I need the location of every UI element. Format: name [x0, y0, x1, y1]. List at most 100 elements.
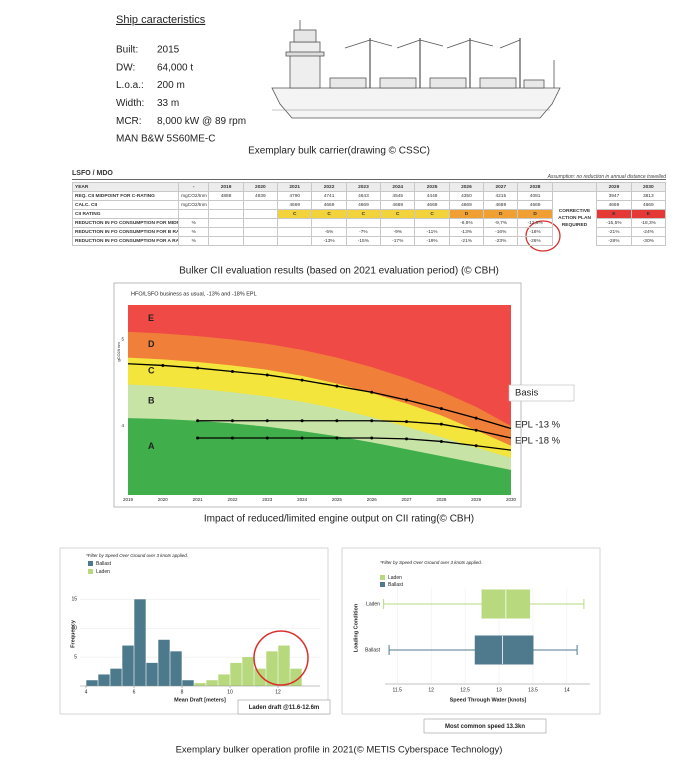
table-cell [277, 227, 313, 237]
table-cell: C [414, 209, 450, 219]
table-cell [311, 218, 347, 228]
x-axis-label: Mean Draft [meters] [174, 697, 226, 703]
spec-value: 33 m [157, 98, 179, 109]
table-cell: -18% [517, 227, 553, 237]
table-cell: C [277, 209, 313, 219]
table-cell [208, 218, 244, 228]
table-cell: 2029 [596, 182, 632, 192]
table-cell: -5% [311, 227, 347, 237]
category-label: Laden [366, 601, 380, 607]
x-tick-label: 2023 [262, 497, 273, 502]
legend-swatch [88, 569, 93, 574]
table-cell [208, 227, 244, 237]
table-cell: D [483, 209, 519, 219]
table-cell: 4669 [483, 200, 519, 210]
legend-swatch [88, 561, 93, 566]
spec-label: MCR: [116, 116, 142, 127]
cii-point [230, 419, 234, 423]
cii-point [300, 419, 304, 423]
y-tick-label: 5 [121, 337, 124, 342]
histogram-bar [278, 645, 290, 686]
table-cell: -13% [311, 236, 347, 246]
x-tick-label: 2028 [436, 497, 447, 502]
table-cell [208, 209, 244, 219]
legend-label: Laden [388, 575, 402, 581]
table-cell: mgCO2/tnm [178, 191, 210, 201]
chart-title: HFO/LSFO business as usual, -13% and -18… [131, 291, 257, 297]
x-tick-label: 2030 [506, 497, 517, 502]
cii-point [161, 363, 165, 367]
table-cell: C [345, 209, 382, 219]
histogram-bar [266, 651, 278, 686]
cii-point [335, 384, 339, 388]
table-cell [414, 218, 450, 228]
callout-box [423, 718, 547, 734]
table-cell: - [178, 182, 210, 192]
table-cell: CII RATING [71, 209, 180, 219]
cii-point [265, 373, 269, 377]
cii-point [439, 407, 443, 411]
table-cell: -9,7% [483, 218, 519, 228]
histogram-bar [290, 668, 302, 686]
y-tick-label: 5 [74, 654, 77, 660]
caption: Bulker CII evaluation results (based on … [179, 266, 499, 277]
table-note: Assumption: no reduction in annual dista… [547, 174, 666, 180]
histogram-bar [158, 639, 170, 686]
table-cell: 2027 [483, 182, 519, 192]
table-cell [277, 236, 313, 246]
cii-point [439, 422, 443, 426]
cii-point [474, 444, 478, 448]
table-cell: 2021 [277, 182, 313, 192]
table-cell: C [380, 209, 416, 219]
table-cell: 2019 [208, 182, 244, 192]
histogram-bar [98, 674, 110, 686]
table-row: CII RATING C C C C C D D D E E [71, 209, 667, 219]
spec-value: 200 m [157, 80, 185, 91]
table-cell: 4350 [448, 191, 485, 201]
y-tick-label: 15 [71, 597, 77, 603]
histogram-bar [206, 680, 218, 686]
cii-table-block: LSFO / MDO Assumption: no reduction in an… [71, 170, 667, 246]
x-tick-label: 6 [133, 689, 136, 695]
table-cell: 4669 [630, 200, 667, 210]
highlight-circle [253, 630, 309, 686]
x-tick-label: 2024 [297, 497, 308, 502]
series-label: EPL -18 % [515, 436, 561, 447]
cii-point [300, 378, 304, 382]
table-cell: -21% [448, 236, 485, 246]
whisker-low [388, 645, 476, 655]
spec-label: DW: [116, 62, 135, 73]
spec-label: Width: [116, 98, 144, 109]
table-cell: -23% [483, 236, 519, 246]
table-cell: D [517, 209, 553, 219]
table-cell: 4669 [448, 200, 485, 210]
histogram-bar [86, 680, 98, 686]
x-axis-label: Speed Through Water [knots] [450, 697, 527, 703]
table-cell: -18,3% [630, 218, 667, 228]
cii-point [405, 420, 409, 424]
spec-label: Built: [116, 45, 138, 56]
table-cell: 2030 [630, 182, 667, 192]
band-label: E [148, 313, 154, 323]
filter-note: *Filter by Speed Over Ground over 3 knot… [86, 553, 188, 558]
legend-label: Ballast [388, 582, 404, 588]
basis-box [508, 384, 575, 402]
table-cell: 2025 [414, 182, 450, 192]
table-cell: 2022 [311, 182, 347, 192]
y-tick-label: 4 [121, 423, 124, 428]
table-cell: 4888 [208, 191, 244, 201]
table-cell: 4448 [414, 191, 450, 201]
histogram-bar [218, 674, 230, 686]
x-tick-label: 2021 [193, 497, 204, 502]
table-cell: -15% [345, 236, 382, 246]
table-cell: 2026 [448, 182, 485, 192]
table-cell [242, 236, 279, 246]
table-cell: 4215 [483, 191, 519, 201]
whisker-high [532, 645, 578, 655]
callout-box [237, 699, 331, 715]
table-cell: -21% [596, 227, 632, 237]
band-label: D [148, 339, 155, 349]
series-label: EPL -13 % [515, 420, 561, 431]
